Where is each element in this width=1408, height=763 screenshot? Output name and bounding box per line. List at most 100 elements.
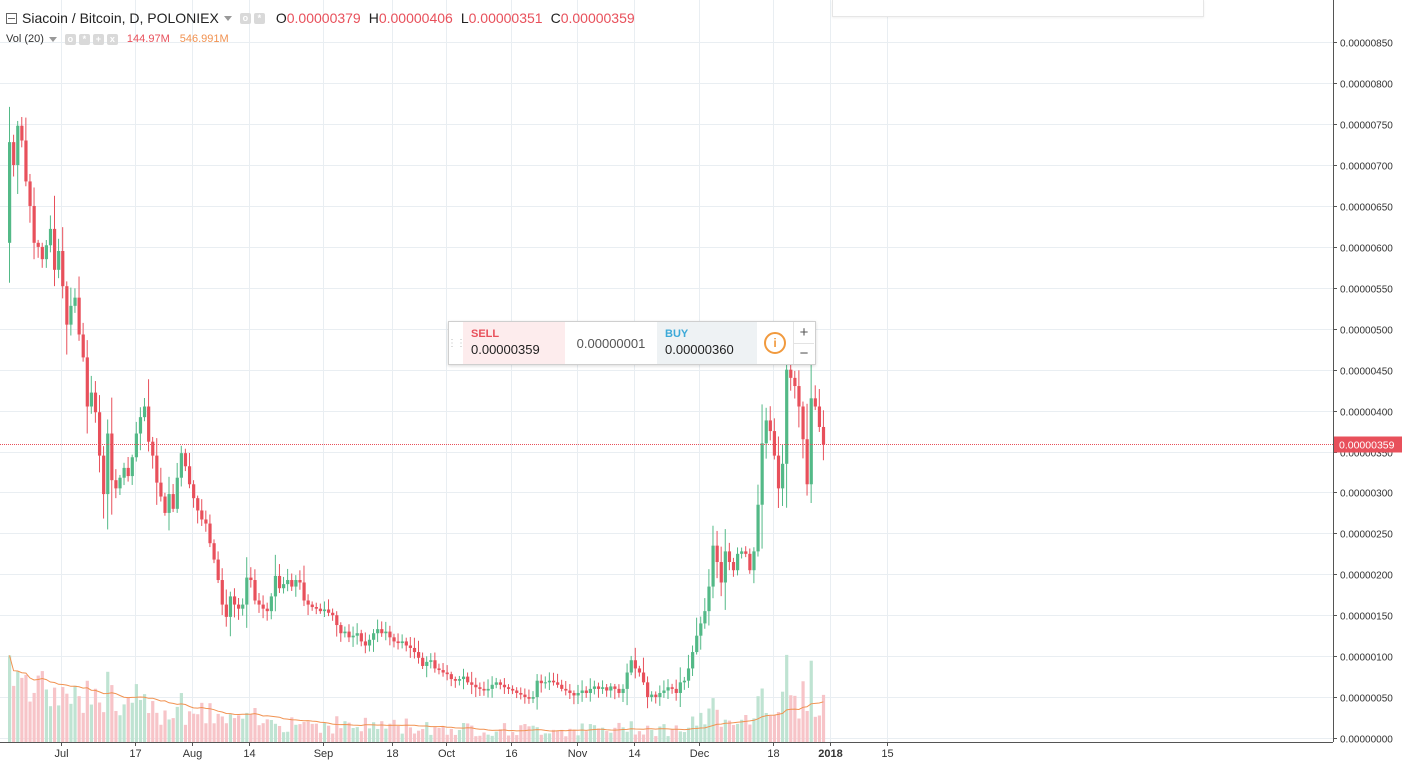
candle-body [228,596,233,617]
candle-body [396,641,400,644]
volume-bar [388,723,392,742]
info-button[interactable]: i [757,322,793,364]
volume-bar [57,705,61,742]
candle-body [163,496,167,513]
candle-body [613,686,617,689]
volume-bar [650,729,654,742]
volume-bar [785,654,789,742]
spread-value: 0.00000001 [576,335,646,351]
volume-bar [224,723,228,742]
time-axis[interactable]: Jul 17 Aug 14 Sep 18 Oct 16 Nov 14 Dec 18 2018 15 [54,742,894,760]
chevron-down-icon[interactable] [48,36,57,42]
plus-button[interactable]: + [794,322,814,344]
volume-bar [310,723,314,742]
candle-body [89,392,93,407]
volume-bar [220,716,224,742]
candle-body [32,205,36,243]
volume-bar [306,721,310,742]
volume-bar [674,725,678,742]
volume-bar [760,688,764,742]
candle-body [498,682,502,685]
price-axis[interactable]: 0.00000850 0.00000800 0.00000750 0.00000700… [1333,39,1393,746]
candle-body [310,604,314,608]
volume-bar [44,689,49,742]
candle-body [654,694,658,698]
chevron-down-icon[interactable] [223,15,232,21]
y-tick-label: 0.00000100 [1340,653,1393,664]
candle-body [241,604,245,609]
volume-bar [748,724,752,742]
volume-bar [286,731,290,742]
candle-body [93,392,98,413]
volume-bar [723,719,727,742]
candle-body [461,676,466,680]
candle-body [425,661,429,666]
candle-body [785,369,789,464]
volume-study-title[interactable]: Vol (20) [6,33,44,45]
gear-icon[interactable]: * [253,12,265,24]
volume-bar [768,715,772,742]
candle-body [449,674,453,680]
volume-bar [175,706,179,742]
candle-body [527,697,531,699]
volume-bar [523,724,527,742]
volume-bar [36,675,40,742]
symbol-legend: Siacoin / Bitcoin, D, POLONIEX o * O 0.00… [6,10,635,26]
candle-body [621,688,625,693]
close-icon[interactable]: x [106,33,118,45]
buy-button[interactable]: BUY 0.00000360 [657,322,757,364]
candle-body [372,633,376,640]
add-icon[interactable]: + [92,33,104,45]
x-tick-label: 18 [767,748,779,760]
candle-body [97,412,102,456]
volume-bar [486,734,490,742]
volume-ma-value: 546.991M [179,33,229,45]
sell-button[interactable]: SELL 0.00000359 [463,322,565,364]
candle-body [658,692,662,698]
candle-body [253,580,257,601]
volume-bar [417,730,421,742]
volume-bar [392,719,396,742]
collapse-icon[interactable] [6,12,17,24]
volume-bar [69,703,73,742]
y-tick-label: 0.00000150 [1340,612,1393,623]
volume-bar [355,727,359,742]
volume-bar [498,729,502,742]
volume-bar [52,687,57,742]
eye-icon[interactable]: o [64,33,76,45]
volume-bar [187,711,192,742]
drag-handle-icon[interactable]: ⋮⋮ [447,337,466,349]
volume-bar [719,726,723,742]
candle-body [175,477,179,509]
volume-bar [686,727,691,742]
volume-bar [482,732,486,742]
x-tick-label: 14 [628,748,640,760]
candle-body [805,439,809,485]
volume-bar [494,731,498,742]
eye-icon[interactable]: o [239,12,251,24]
symbol-title[interactable]: Siacoin / Bitcoin, D, POLONIEX [22,10,219,26]
candle-body [404,641,408,646]
candle-body [200,510,204,520]
candle-body [392,637,396,642]
candle-body [302,582,306,601]
candle-body [744,551,748,554]
candle-body [494,682,498,685]
candle-body [412,647,417,653]
candle-body [437,668,441,671]
volume-bar [429,734,433,742]
gear-icon[interactable]: * [78,33,90,45]
volume-bar [797,718,801,742]
volume-bar [179,693,183,742]
volume-bar [699,712,703,742]
candle-body [605,687,609,691]
volume-legend: Vol (20) o * + x 144.97M 546.991M [6,33,229,45]
minus-button[interactable]: − [799,345,809,363]
volume-bar [646,725,650,742]
candle-body [232,596,237,605]
volume-bar [613,727,617,742]
volume-bar [801,681,805,742]
y-tick-label: 0.00000450 [1340,367,1393,378]
x-tick-label: 18 [386,748,398,760]
